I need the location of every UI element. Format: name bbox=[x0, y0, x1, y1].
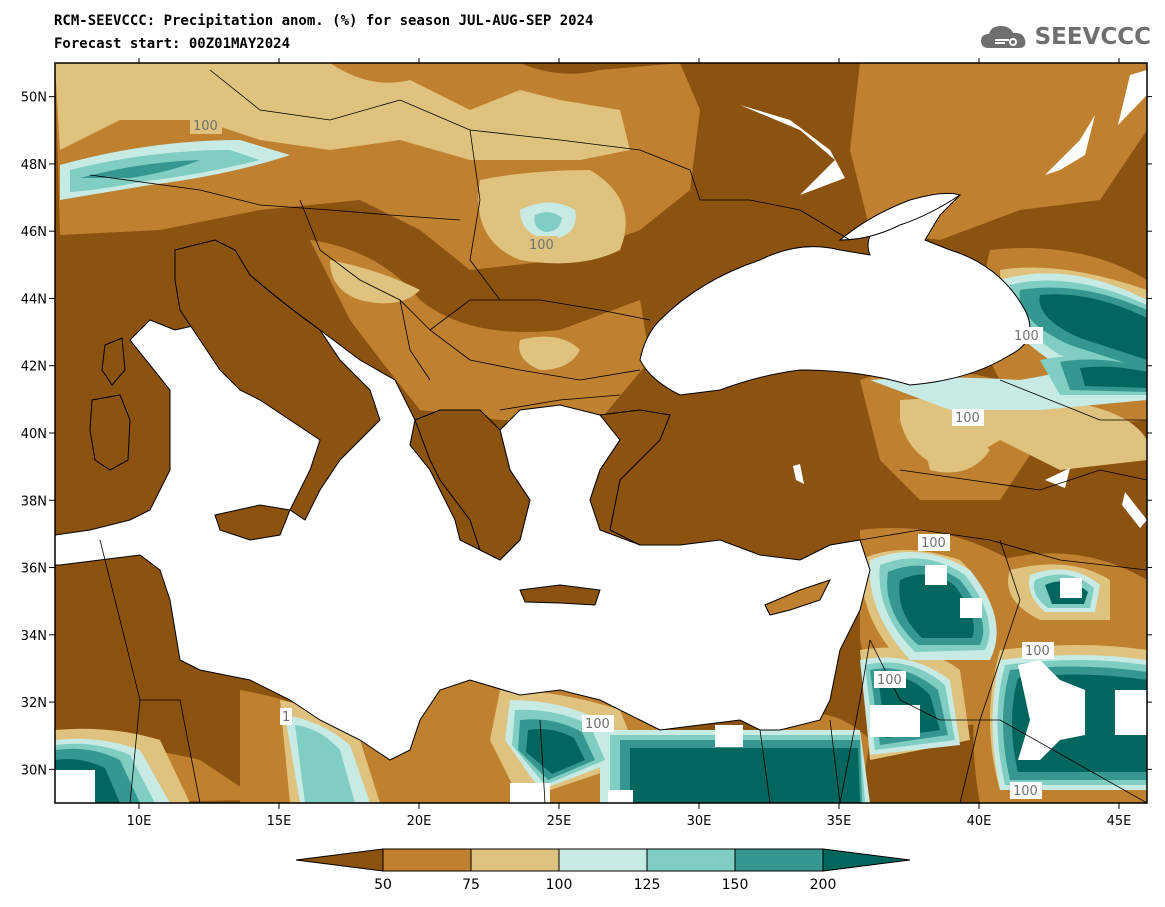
logo-text: SEEVCCC bbox=[1034, 24, 1151, 50]
lon-tick-label: 25E bbox=[547, 814, 572, 829]
lat-tick-label: 32N bbox=[21, 696, 47, 711]
lon-tick-label: 10E bbox=[127, 814, 152, 829]
svg-text:100: 100 bbox=[529, 238, 554, 253]
svg-text:100: 100 bbox=[1014, 329, 1039, 344]
lat-tick-label: 44N bbox=[21, 292, 47, 307]
lon-tick-label: 30E bbox=[687, 814, 712, 829]
greece-land bbox=[414, 409, 531, 561]
sardinia bbox=[89, 394, 131, 471]
seas bbox=[55, 192, 1031, 761]
colorbar-label: 100 bbox=[546, 877, 573, 893]
corsica bbox=[101, 337, 126, 386]
italy-land bbox=[174, 239, 381, 521]
map-title: RCM-SEEVCCC: Precipitation anom. (%) for… bbox=[54, 13, 594, 29]
cyprus bbox=[764, 579, 831, 616]
anatolia-coast bbox=[589, 409, 671, 546]
svg-text:100: 100 bbox=[1025, 644, 1050, 659]
lat-tick-label: 34N bbox=[21, 629, 47, 644]
colorbar: 50 75 100 125 150 200 bbox=[295, 848, 911, 893]
svg-text:100: 100 bbox=[877, 673, 902, 688]
colorbar-label: 75 bbox=[462, 877, 480, 893]
colorbar-label: 125 bbox=[634, 877, 661, 893]
lon-tick-label: 15E bbox=[267, 814, 292, 829]
lat-tick-label: 36N bbox=[21, 562, 47, 577]
crete bbox=[519, 584, 601, 606]
svg-text:100: 100 bbox=[585, 717, 610, 732]
no-data-patches bbox=[55, 70, 1147, 803]
svg-text:100: 100 bbox=[1013, 784, 1038, 799]
forecast-start-subtitle: Forecast start: 00Z01MAY2024 bbox=[54, 36, 291, 52]
sea-of-azov bbox=[838, 192, 962, 241]
colorbar-swatch bbox=[646, 848, 736, 872]
svg-text:100: 100 bbox=[921, 536, 946, 551]
contour-labels: 100 100 100 100 100 100 100 100 100 1 bbox=[190, 117, 1054, 799]
colorbar-label: 200 bbox=[810, 877, 837, 893]
svg-text:1: 1 bbox=[282, 710, 290, 725]
lon-tick-label: 40E bbox=[967, 814, 992, 829]
svg-text:100: 100 bbox=[193, 119, 218, 134]
lat-tick-label: 40N bbox=[21, 427, 47, 442]
colorbar-high-arrow bbox=[822, 848, 911, 872]
lat-tick-label: 42N bbox=[21, 360, 47, 375]
black-sea bbox=[639, 193, 1031, 396]
svg-text:100: 100 bbox=[955, 411, 980, 426]
cloud-icon bbox=[980, 26, 1025, 48]
lat-tick-label: 30N bbox=[21, 763, 47, 778]
longitude-axis: 10E 15E 20E 25E 30E 35E 40E 45E bbox=[127, 58, 1132, 829]
colorbar-swatch bbox=[734, 848, 824, 872]
lat-tick-label: 48N bbox=[21, 158, 47, 173]
colorbar-label: 150 bbox=[722, 877, 749, 893]
sicily bbox=[214, 504, 291, 541]
lat-tick-label: 38N bbox=[21, 494, 47, 509]
lon-tick-label: 45E bbox=[1107, 814, 1132, 829]
colorbar-swatch bbox=[470, 848, 560, 872]
lon-tick-label: 20E bbox=[407, 814, 432, 829]
colorbar-low-arrow bbox=[295, 848, 384, 872]
colorbar-label: 50 bbox=[374, 877, 392, 893]
seevccc-logo: SEEVCCC bbox=[979, 22, 1151, 52]
lon-tick-label: 35E bbox=[827, 814, 852, 829]
latitude-axis: 30N 32N 34N 36N 38N 40N 42N 44N 46N 48N 50N bbox=[21, 91, 1152, 778]
map-area: 100 100 100 100 100 100 100 100 100 1 bbox=[55, 63, 1147, 803]
country-borders bbox=[89, 69, 1147, 803]
colorbar-swatch bbox=[558, 848, 648, 872]
lat-tick-label: 50N bbox=[21, 91, 47, 106]
colorbar-swatch bbox=[382, 848, 472, 872]
lat-tick-label: 46N bbox=[21, 225, 47, 240]
